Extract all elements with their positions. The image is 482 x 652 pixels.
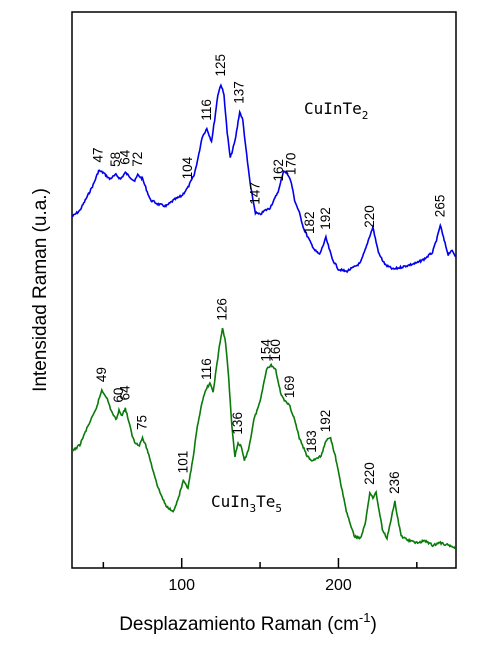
peak-label: 169	[282, 376, 297, 399]
peak-label: 126	[214, 298, 229, 321]
peak-label: 72	[130, 152, 145, 167]
peak-label: 137	[232, 81, 247, 104]
series-line-1	[71, 327, 457, 550]
peak-label: 147	[247, 182, 262, 205]
peak-label: 160	[268, 339, 283, 362]
peak-label: 220	[362, 205, 377, 228]
spectra	[71, 83, 457, 550]
peak-label: 60	[111, 388, 126, 403]
peak-label: 154	[258, 339, 273, 362]
peak-label: 49	[94, 367, 109, 382]
peak-label: 182	[302, 211, 317, 234]
peak-label: 265	[432, 195, 447, 218]
peak-label: 47	[91, 148, 106, 163]
series-label-cuin3te5: CuIn3Te5	[211, 492, 282, 515]
plot-frame	[71, 11, 457, 569]
y-axis-label: Intensidad Raman (u.a.)	[30, 188, 51, 392]
series-label-cuinte2: CuInTe2	[304, 99, 368, 122]
peak-label: 236	[387, 471, 402, 494]
peak-label: 104	[180, 156, 195, 179]
peak-label: 192	[318, 410, 333, 433]
peak-label: 220	[362, 462, 377, 485]
x-tick-label: 200	[325, 577, 352, 594]
x-ticks: 100 200	[102, 558, 418, 594]
peak-label: 64	[117, 385, 132, 401]
peak-label: 183	[304, 430, 319, 453]
peak-label: 162	[271, 159, 286, 182]
peak-label: 170	[283, 153, 298, 176]
x-tick-label: 100	[168, 577, 195, 594]
peak-label: 116	[199, 99, 214, 121]
peak-label: 116	[199, 358, 214, 380]
x-axis-label: Desplazamiento Raman (cm-1)	[119, 610, 377, 635]
peak-label: 101	[175, 451, 190, 474]
peak-label: 125	[213, 54, 228, 77]
peak-label: 192	[318, 207, 333, 230]
peak-label: 64	[117, 149, 132, 165]
peak-label: 58	[108, 152, 123, 167]
series-line-0	[71, 83, 457, 274]
peak-label: 136	[230, 412, 245, 435]
peak-label: 75	[135, 415, 150, 430]
